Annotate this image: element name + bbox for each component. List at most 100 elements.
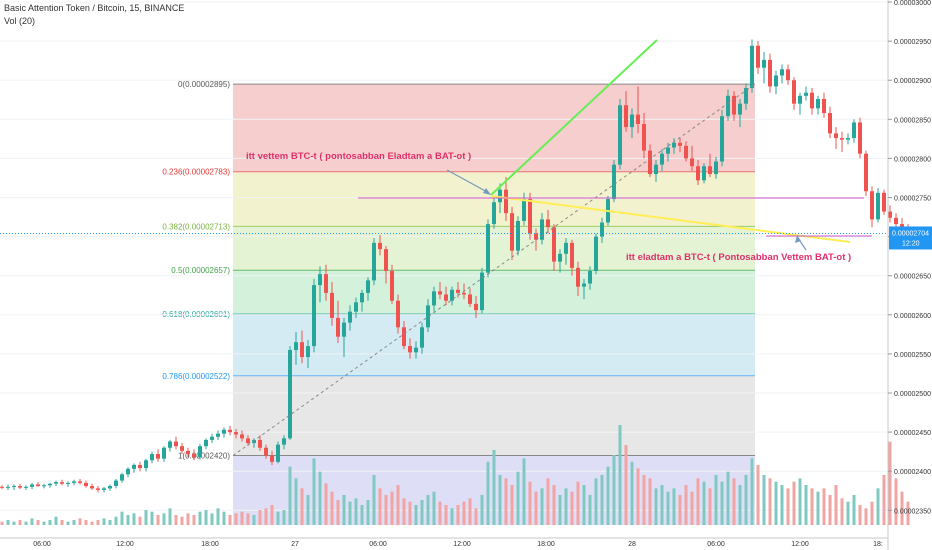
candle-body [522,199,526,221]
volume-bar [474,508,478,525]
volume-bar [294,478,298,525]
volume-bar [54,516,58,525]
candle-body [252,439,256,444]
candle-body [72,481,76,483]
candle-body [414,347,418,353]
volume-bar [642,475,646,525]
volume-bar [714,475,718,525]
volume-bar [792,481,796,525]
volume-bar [864,508,868,525]
volume-bar [534,491,538,525]
candle-body [408,346,412,353]
volume-bar [84,520,88,525]
candle-body [684,145,688,159]
grid [0,1,888,511]
y-tick-label: 0.00002950 [894,39,931,46]
candle-body [294,342,298,350]
candle-body [390,271,394,301]
candle-body [630,114,634,128]
volume-bar [108,520,112,525]
volume-bar [102,518,106,525]
y-tick-label: 0.00002400 [894,469,931,476]
candle-body [456,289,460,293]
candle-body [720,116,724,162]
volume-bar [456,505,460,525]
candle-body [864,153,868,192]
volume-bar [78,518,82,525]
fib-level-label: 0(0.00002895) [178,80,230,89]
candle-body [174,441,178,447]
candle-body [162,447,166,459]
candle-body [678,142,682,146]
candle-body [594,236,598,272]
y-tick-label: 0.00002750 [894,196,931,203]
candle-body [360,292,364,303]
volume-bar [678,495,682,525]
volume-bar [738,485,742,525]
x-tick-label: 27 [291,541,299,548]
candle-body [690,158,694,167]
volume-bar [318,471,322,525]
annotation-sell: itt eladtam a BTC-t ( Pontosabban Vettem… [626,252,851,263]
volume-bar [408,501,412,525]
volume-bar [468,498,472,525]
volume-bar [288,466,292,525]
candle-body [246,438,250,444]
volume-bar [420,500,424,525]
candle-body [756,45,760,68]
volume-bar [690,491,694,525]
volume-bar [24,521,28,525]
x-tick-label: 06:00 [33,541,51,548]
volume-bar [144,510,148,525]
volume-bar [96,520,100,525]
candle-body [498,189,502,203]
volume-bar [330,491,334,525]
candle-body [528,199,532,234]
volume-bar [222,511,226,525]
candle-body [888,211,892,218]
volume-bar [132,513,136,525]
candle-body [534,233,538,240]
candle-body [828,113,832,134]
candle-body [714,161,718,175]
candle-body [510,213,514,251]
candle-body [12,486,16,488]
current-price-tag [889,226,932,250]
volume-bar [624,445,628,525]
volume-bar [336,500,340,525]
volume-bar [888,441,892,525]
candle-body [882,192,886,212]
volume-bar [684,485,688,525]
candle-body [786,69,790,81]
volume-bar [744,475,748,525]
volume-bar [402,498,406,525]
candle-body [354,302,358,312]
volume-bar [552,485,556,525]
candle-body [450,289,454,301]
x-tick-label: 28 [628,541,636,548]
candle-body [222,429,226,434]
y-tick-label: 0.00002450 [894,430,931,437]
volume-bar [480,495,484,525]
candle-body [564,242,568,254]
fibonacci-retracement: 0(0.00002895) 0.236(0.00002783) 0.382(0.00… [162,80,755,525]
volume-bar [192,515,196,525]
yellow-trend-line [490,195,851,243]
candle-body [762,59,766,68]
candle-body [672,142,676,148]
fib-zone [233,226,755,271]
candle-body [264,447,268,456]
volume-bar [600,475,604,525]
candles [0,39,910,493]
candle-body [648,150,652,175]
volume-bars [0,425,910,525]
volume-bar [492,450,496,525]
volume-bar [786,488,790,525]
candle-body [726,95,730,117]
volume-bar [384,495,388,525]
volume-bar [528,481,532,525]
volume-bar [396,485,400,525]
candle-body [840,138,844,140]
volume-bar [768,478,772,525]
